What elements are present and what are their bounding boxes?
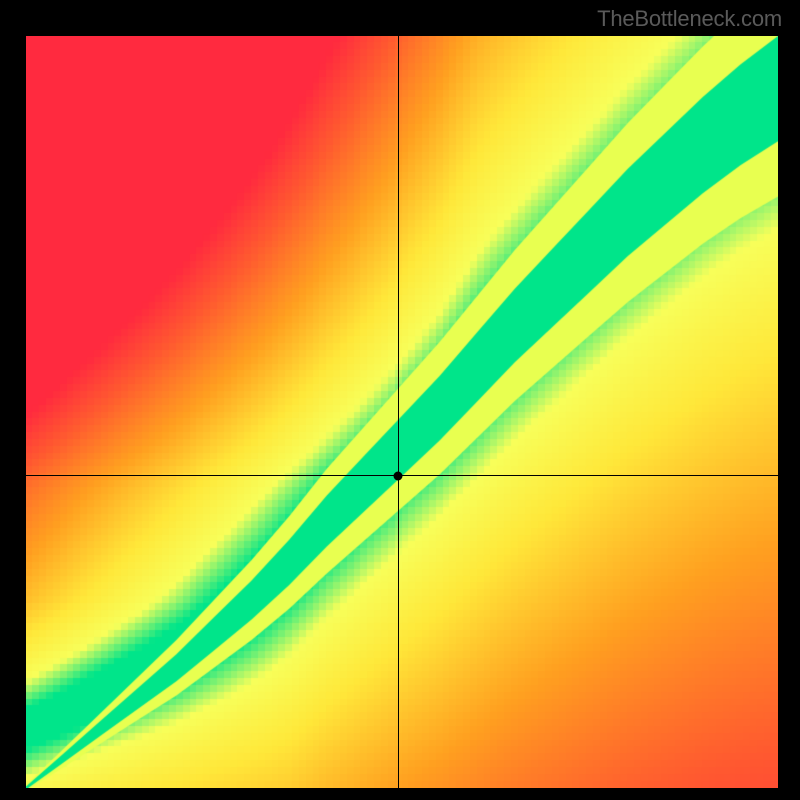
crosshair-dot bbox=[394, 471, 403, 480]
heatmap-field bbox=[26, 36, 778, 788]
watermark-text: TheBottleneck.com bbox=[597, 6, 782, 32]
crosshair-vertical bbox=[398, 36, 399, 788]
chart-container: { "watermark": { "text": "TheBottleneck.… bbox=[0, 0, 800, 800]
plot-area bbox=[26, 36, 778, 788]
